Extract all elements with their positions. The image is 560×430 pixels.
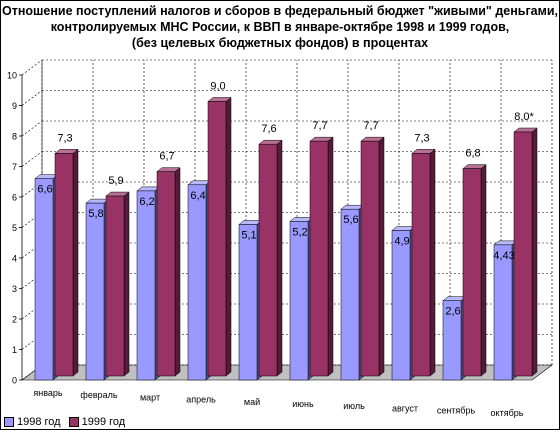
bar-side-1999 (72, 148, 79, 377)
gridline-depth (21, 90, 43, 106)
x-tick-label: июнь (292, 399, 314, 409)
bar-side-1999 (225, 96, 232, 377)
y-tick-label: 10 (7, 71, 17, 81)
x-tick-label: август (392, 403, 418, 413)
data-label-1998: 6,2 (139, 196, 154, 208)
bar-1998 (289, 221, 309, 381)
data-label-1999: 7,6 (261, 123, 276, 135)
data-label-1999: 8,0* (514, 111, 534, 123)
x-tick-label: октябрь (491, 408, 524, 418)
bar-1998 (493, 244, 513, 381)
legend-label-1998: 1998 год (17, 416, 61, 428)
bar-side-1999 (174, 167, 181, 377)
chart-title: Отношение поступлений налогов и сборов в… (0, 3, 560, 51)
bar-1999 (360, 140, 380, 377)
bar-1998 (136, 190, 156, 381)
data-label-1998: 5,1 (241, 229, 256, 241)
x-tick-label: сентябрь (437, 406, 476, 416)
data-label-1999: 7,3 (414, 132, 429, 144)
x-tick-label: март (140, 392, 160, 402)
bar-1999 (105, 195, 125, 377)
legend-swatch-1999 (68, 417, 79, 427)
data-label-1999: 6,7 (159, 151, 174, 163)
x-tick-label: май (244, 397, 260, 407)
data-label-1998: 4,9 (394, 236, 409, 248)
y-tick-label: 9 (12, 101, 17, 111)
x-tick-label: июль (343, 401, 365, 411)
bar-1999 (309, 140, 329, 377)
y-tick-label: 3 (12, 284, 17, 294)
data-label-1998: 5,6 (343, 214, 358, 226)
bar-side-1999 (480, 164, 487, 377)
y-tick-label: 0 (12, 376, 17, 386)
bar-side-1999 (378, 136, 385, 377)
bar-1998 (85, 202, 105, 381)
x-tick-label: январь (33, 388, 63, 398)
chart-title-line: (без целевых бюджетных фондов) в процент… (131, 36, 429, 50)
x-tick-label: февраль (80, 390, 117, 400)
bar-1999 (54, 153, 74, 377)
bar-1999 (156, 171, 176, 377)
legend-swatch-1998 (4, 417, 14, 427)
data-label-1998: 6,4 (190, 190, 205, 202)
y-tick-label: 1 (12, 345, 17, 355)
data-label-1998: 4,43 (493, 250, 514, 262)
gridline-depth (21, 151, 43, 167)
bar-1998 (442, 300, 462, 381)
data-label-1999: 5,9 (108, 175, 123, 187)
data-label-1999: 9,0 (210, 81, 225, 93)
y-tick-label: 4 (12, 254, 17, 264)
bar-side-1999 (123, 191, 130, 377)
bar-1999 (207, 101, 227, 377)
bar-1999 (462, 168, 482, 377)
y-tick-label: 8 (12, 132, 17, 142)
y-tick-label: 7 (12, 162, 17, 172)
y-tick-label: 6 (12, 193, 17, 203)
data-label-1999: 6,8 (465, 148, 480, 160)
legend: 1998 год 1999 год (4, 416, 125, 428)
y-tick-label: 5 (12, 223, 17, 233)
data-label-1999: 7,7 (312, 120, 327, 132)
bar-1998 (187, 184, 207, 381)
legend-label-1999: 1999 год (81, 416, 126, 428)
data-label-1998: 2,6 (445, 306, 460, 318)
bar-1999 (411, 153, 431, 377)
x-tick-label: апрель (186, 395, 216, 405)
bar-side-1999 (276, 139, 283, 377)
gridline-depth (21, 59, 43, 76)
bar-1998 (238, 224, 258, 381)
data-label-1998: 6,6 (37, 184, 52, 196)
bar-side-1999 (531, 127, 538, 377)
chart-title-line: контролируемых МНС России, к ВВП в январ… (50, 20, 510, 34)
bar-1998 (340, 208, 360, 381)
bar-side-1999 (327, 136, 334, 377)
legend-item-1999: 1999 год (68, 416, 126, 428)
bar-side-1999 (429, 148, 436, 377)
bar-1998 (391, 230, 411, 381)
data-label-1999: 7,7 (363, 120, 378, 132)
bar-1999 (258, 143, 278, 377)
bar-1998 (34, 178, 54, 381)
data-label-1999: 7,3 (57, 132, 72, 144)
bar-1999 (513, 131, 533, 377)
data-label-1998: 5,8 (88, 208, 103, 220)
gridline-depth (21, 120, 43, 137)
data-label-1998: 5,2 (292, 226, 307, 238)
legend-item-1998: 1998 год (4, 416, 61, 428)
chart-title-line: Отношение поступлений налогов и сборов в… (1, 4, 559, 18)
y-tick-label: 2 (12, 315, 17, 325)
